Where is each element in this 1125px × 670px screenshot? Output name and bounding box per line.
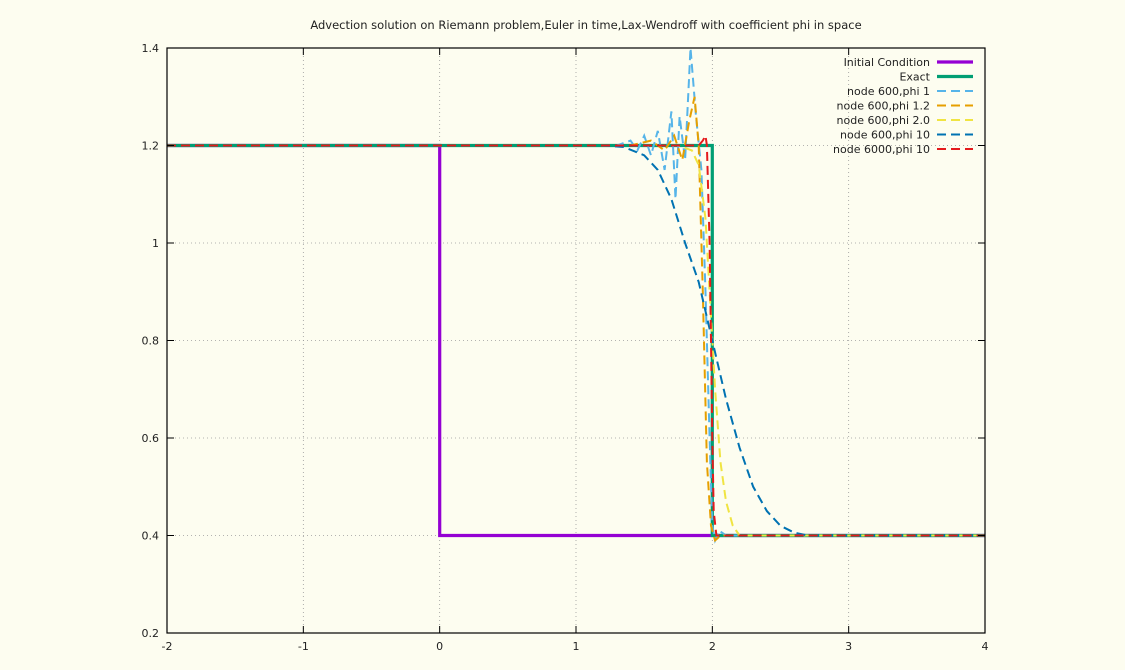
legend-label: node 600,phi 1.2	[837, 100, 930, 113]
series-line-4	[167, 96, 985, 543]
series-line-7	[167, 132, 985, 537]
x-tick-label: 4	[982, 640, 989, 653]
x-tick-label: 1	[573, 640, 580, 653]
legend-label: node 600,phi 1	[847, 85, 930, 98]
y-tick-label: 0.8	[142, 335, 160, 348]
y-tick-label: 0.6	[142, 432, 160, 445]
y-tick-label: 0.4	[142, 530, 160, 543]
series-layer	[167, 47, 985, 544]
legend-label: node 600,phi 2.0	[837, 114, 930, 127]
series-line-3	[167, 47, 985, 544]
y-tick-label: 1.2	[142, 140, 160, 153]
chart-title: Advection solution on Riemann problem,Eu…	[310, 18, 861, 32]
x-tick-label: -1	[298, 640, 309, 653]
y-tick-label: 0.2	[142, 627, 160, 640]
x-tick-label: -2	[162, 640, 173, 653]
legend-label: node 600,phi 10	[840, 129, 930, 142]
series-line-6	[167, 144, 985, 537]
legend-label: Initial Condition	[844, 56, 930, 69]
x-tick-label: 3	[845, 640, 852, 653]
y-tick-label: 1	[152, 237, 159, 250]
axis-ticks: -2 -1 0 1 2 3 4 0.2 0.4 0.6 0.8 1 1.2 1.4	[142, 42, 989, 653]
x-tick-label: 0	[436, 640, 443, 653]
legend-label: Exact	[899, 71, 930, 84]
legend-label: node 6000,phi 10	[833, 143, 930, 156]
y-tick-label: 1.4	[142, 42, 160, 55]
x-tick-label: 2	[709, 640, 716, 653]
